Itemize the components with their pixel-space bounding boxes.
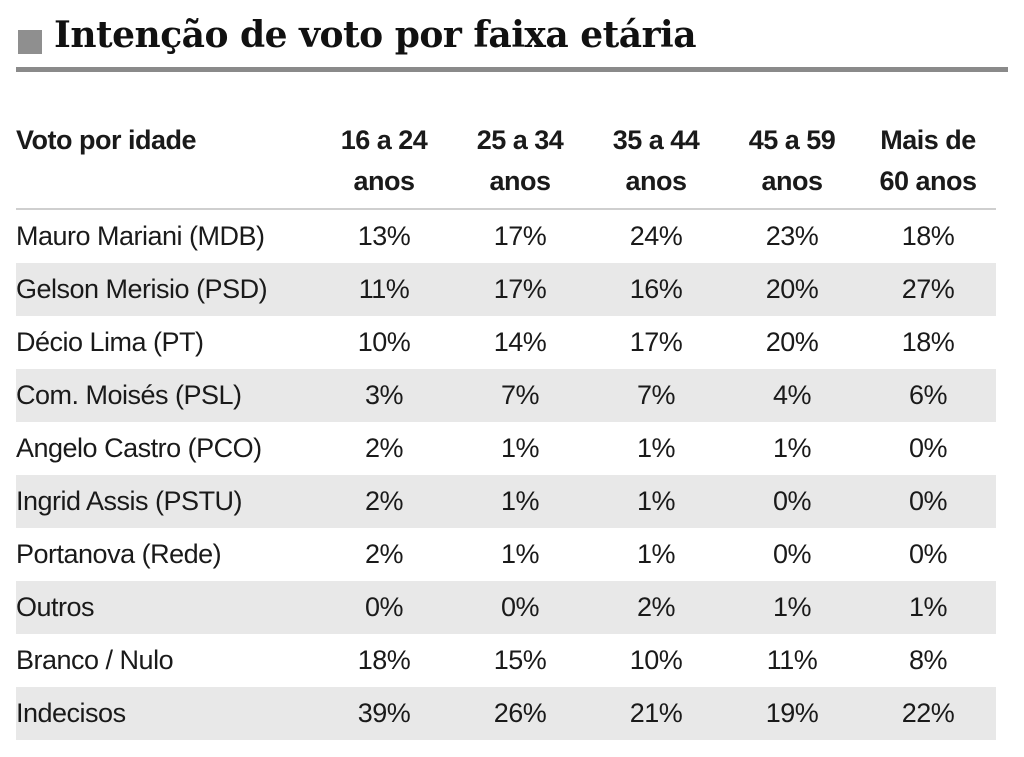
- value-cell: 1%: [500, 539, 540, 569]
- value-cell: 0%: [724, 475, 860, 528]
- value-cell: 13%: [357, 221, 411, 251]
- value-cell: 0%: [772, 539, 812, 569]
- column-header: Mais de 60 anos: [860, 118, 996, 210]
- value-cell: 1%: [860, 581, 996, 634]
- row-label: Décio Lima (PT): [16, 327, 204, 357]
- table-row: Mauro Mariani (MDB) 13% 17% 24% 23% 18%: [16, 209, 996, 263]
- value-cell: 0%: [908, 539, 948, 569]
- value-cell: 27%: [860, 263, 996, 316]
- row-label: Outros: [16, 581, 316, 634]
- row-label: Indecisos: [16, 687, 316, 740]
- title-square-icon: [18, 30, 42, 54]
- vote-table: Voto por idade 16 a 24 anos 25 a 34 anos 3…: [16, 118, 996, 740]
- table-row: Branco / Nulo 18% 15% 10% 11% 8%: [16, 634, 996, 687]
- value-cell: 2%: [316, 475, 452, 528]
- value-cell: 39%: [316, 687, 452, 740]
- column-header: 25 a 34 anos: [452, 118, 588, 210]
- table-body: Mauro Mariani (MDB) 13% 17% 24% 23% 18% Gelson…: [16, 209, 996, 740]
- table-row: Ingrid Assis (PSTU) 2% 1% 1% 0% 0%: [16, 475, 996, 528]
- value-cell: 11%: [766, 645, 818, 675]
- column-header: 45 a 59 anos: [724, 118, 860, 210]
- value-cell: 20%: [765, 327, 819, 357]
- value-cell: 17%: [452, 263, 588, 316]
- value-cell: 8%: [908, 645, 948, 675]
- value-cell: 24%: [629, 221, 683, 251]
- value-cell: 17%: [493, 221, 547, 251]
- value-cell: 18%: [357, 645, 411, 675]
- value-cell: 2%: [588, 581, 724, 634]
- value-cell: 1%: [636, 433, 676, 463]
- value-cell: 4%: [724, 369, 860, 422]
- row-header: Voto por idade: [16, 118, 316, 210]
- value-cell: 14%: [493, 327, 547, 357]
- value-cell: 0%: [316, 581, 452, 634]
- value-cell: 26%: [452, 687, 588, 740]
- value-cell: 10%: [629, 645, 683, 675]
- table-row: Outros 0% 0% 2% 1% 1%: [16, 581, 996, 634]
- value-cell: 2%: [364, 433, 404, 463]
- value-cell: 0%: [908, 433, 948, 463]
- column-header: 35 a 44 anos: [588, 118, 724, 210]
- value-cell: 3%: [316, 369, 452, 422]
- value-cell: 18%: [901, 327, 955, 357]
- table-row: Indecisos 39% 26% 21% 19% 22%: [16, 687, 996, 740]
- value-cell: 7%: [588, 369, 724, 422]
- value-cell: 21%: [588, 687, 724, 740]
- row-label: Angelo Castro (PCO): [16, 433, 262, 463]
- table-row: Gelson Merisio (PSD) 11% 17% 16% 20% 27%: [16, 263, 996, 316]
- row-label: Com. Moisés (PSL): [16, 369, 316, 422]
- row-label: Mauro Mariani (MDB): [16, 221, 265, 251]
- value-cell: 1%: [500, 433, 540, 463]
- value-cell: 0%: [860, 475, 996, 528]
- row-label: Gelson Merisio (PSD): [16, 263, 316, 316]
- row-label: Branco / Nulo: [16, 645, 174, 675]
- table-row: Portanova (Rede) 2% 1% 1% 0% 0%: [16, 528, 996, 581]
- row-label: Ingrid Assis (PSTU): [16, 475, 316, 528]
- row-label: Portanova (Rede): [16, 539, 222, 569]
- title-bar: Intenção de voto por faixa etária: [16, 10, 1008, 72]
- value-cell: 17%: [629, 327, 683, 357]
- value-cell: 1%: [452, 475, 588, 528]
- value-cell: 1%: [772, 433, 812, 463]
- value-cell: 6%: [860, 369, 996, 422]
- value-cell: 22%: [860, 687, 996, 740]
- value-cell: 15%: [493, 645, 547, 675]
- header-row: Voto por idade 16 a 24 anos 25 a 34 anos 3…: [16, 118, 996, 210]
- table-row: Décio Lima (PT) 10% 14% 17% 20% 18%: [16, 316, 996, 369]
- value-cell: 1%: [636, 539, 676, 569]
- value-cell: 20%: [724, 263, 860, 316]
- table-row: Angelo Castro (PCO) 2% 1% 1% 1% 0%: [16, 422, 996, 475]
- value-cell: 18%: [901, 221, 955, 251]
- value-cell: 23%: [765, 221, 819, 251]
- table-row: Com. Moisés (PSL) 3% 7% 7% 4% 6%: [16, 369, 996, 422]
- value-cell: 2%: [364, 539, 404, 569]
- value-cell: 0%: [452, 581, 588, 634]
- value-cell: 7%: [452, 369, 588, 422]
- value-cell: 16%: [588, 263, 724, 316]
- value-cell: 19%: [724, 687, 860, 740]
- value-cell: 11%: [316, 263, 452, 316]
- column-header: 16 a 24 anos: [316, 118, 452, 210]
- value-cell: 1%: [724, 581, 860, 634]
- chart-title: Intenção de voto por faixa etária: [54, 14, 697, 56]
- value-cell: 1%: [588, 475, 724, 528]
- value-cell: 10%: [357, 327, 411, 357]
